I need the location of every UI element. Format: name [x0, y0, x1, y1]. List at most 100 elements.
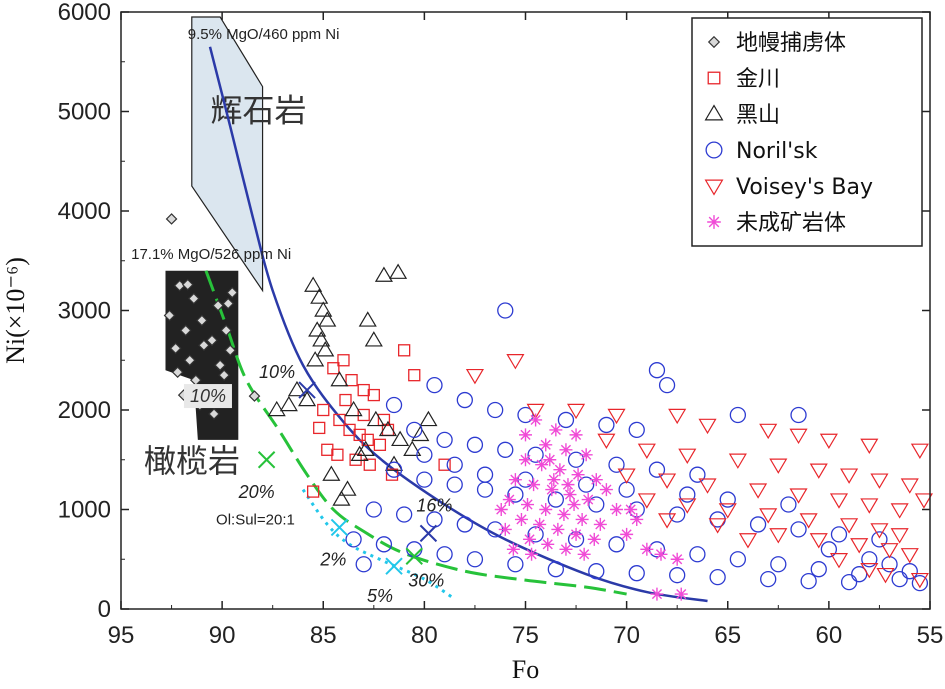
point-series-6	[593, 517, 607, 531]
point-series-6	[569, 428, 583, 442]
point-series-4	[365, 501, 382, 518]
point-series-2	[408, 369, 421, 382]
point-series-4	[891, 571, 908, 588]
point-series-3	[344, 400, 363, 417]
point-series-6	[533, 517, 547, 531]
point-series-5	[617, 468, 636, 484]
point-series-5	[914, 493, 933, 509]
legend-label-1: 地幔捕虏体	[736, 31, 846, 56]
point-series-3	[310, 288, 329, 304]
point-series-6	[541, 537, 555, 551]
legend-label-6: 未成矿岩体	[736, 211, 846, 236]
point-series-5	[860, 563, 879, 579]
point-series-3	[366, 410, 385, 427]
point-series-6	[502, 493, 516, 507]
point-series-4	[749, 516, 767, 533]
point-series-6	[519, 428, 532, 442]
point-series-3	[332, 490, 351, 506]
point-series-5	[718, 503, 737, 519]
point-series-3	[374, 266, 393, 282]
point-series-6	[557, 507, 571, 521]
point-series-3	[389, 263, 408, 279]
region-peridotite	[165, 270, 239, 440]
legend-label-4: Noril'sk	[736, 139, 818, 164]
point-series-6	[523, 532, 537, 546]
point-series-6	[559, 542, 573, 556]
region-inner-label: 10%	[190, 386, 226, 406]
point-series-3	[338, 480, 357, 496]
annotation-9-5-mgo-460-ppm-ni: 9.5% MgO/460 ppm Ni	[188, 26, 340, 43]
point-series-5	[900, 478, 919, 494]
point-series-4	[709, 569, 726, 586]
point-series-2	[339, 393, 352, 407]
point-series-5	[567, 403, 586, 420]
point-series-5	[789, 488, 808, 504]
point-series-6	[535, 458, 549, 472]
point-series-3	[306, 351, 325, 367]
point-series-4	[517, 406, 534, 424]
point-series-6	[624, 503, 638, 516]
point-series-6	[543, 453, 557, 467]
point-series-5	[526, 403, 545, 420]
point-series-2	[363, 458, 376, 471]
point-series-5	[465, 368, 484, 385]
point-series-4	[507, 486, 524, 503]
point-series-6	[577, 547, 591, 561]
curve-ol-sul-20-1	[301, 488, 456, 601]
point-series-1	[224, 344, 237, 357]
point-series-6	[599, 483, 613, 497]
point-series-2	[438, 458, 451, 471]
point-series-4	[648, 461, 666, 478]
point-series-3	[364, 331, 383, 347]
point-series-5	[728, 453, 747, 469]
point-series-3	[419, 410, 438, 427]
point-series-6	[620, 527, 634, 541]
point-series-3	[318, 311, 337, 327]
point-series-6	[674, 587, 688, 601]
point-series-3	[267, 400, 286, 417]
point-series-6	[587, 532, 601, 546]
point-series-4	[598, 416, 615, 434]
curve-tick-16	[419, 524, 438, 543]
point-series-5	[597, 433, 616, 450]
point-series-5	[769, 528, 788, 544]
curve-tick-label-20: 20%	[238, 482, 275, 502]
region-label-pyroxenite: 辉石岩	[210, 92, 306, 130]
point-series-6	[563, 488, 577, 502]
point-series-4	[840, 573, 858, 591]
x-tick-label: 55	[917, 622, 944, 649]
point-series-4	[800, 572, 817, 590]
region-inner-label-bg	[183, 384, 232, 409]
point-series-6	[579, 448, 593, 462]
point-series-3	[322, 465, 341, 481]
point-series-4	[780, 496, 797, 513]
point-series-4	[861, 551, 878, 568]
point-series-4	[345, 531, 362, 548]
point-series-4	[608, 456, 625, 473]
x-tick-label: 65	[714, 622, 741, 649]
legend-marker-3	[704, 104, 724, 121]
point-series-5	[870, 473, 889, 489]
point-series-2	[313, 421, 326, 435]
point-series-3	[391, 430, 410, 447]
point-series-4	[497, 441, 514, 458]
point-series-6	[670, 552, 684, 566]
point-series-6	[575, 512, 589, 526]
point-series-3	[308, 321, 327, 337]
point-series-4	[385, 396, 403, 414]
point-series-6	[547, 473, 561, 487]
point-series-5	[698, 418, 717, 435]
point-series-4	[355, 556, 372, 573]
point-series-5	[829, 553, 849, 569]
series-3	[267, 263, 438, 506]
point-series-2	[357, 408, 370, 422]
y-axis-title: Ni(×10⁻⁶)	[1, 257, 30, 364]
point-series-5	[678, 498, 697, 514]
point-series-6	[567, 498, 581, 512]
point-series-6	[498, 522, 512, 536]
point-series-3	[403, 440, 422, 456]
point-series-6	[630, 512, 644, 526]
point-series-4	[729, 406, 747, 424]
point-series-2	[306, 485, 320, 498]
